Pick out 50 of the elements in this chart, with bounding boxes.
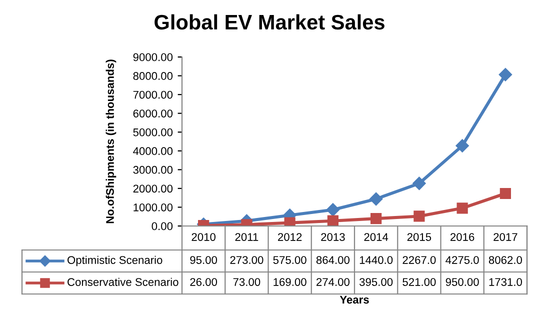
x-tick-label: 2013 [321, 233, 345, 241]
data-label: 95.00 [190, 256, 218, 264]
chart-title: Global EV Market Sales [154, 14, 384, 30]
x-tick-label: 2011 [235, 233, 258, 241]
data-label: 575.00 [273, 256, 306, 264]
y-tick-label: 5000.00 [133, 128, 173, 136]
data-label: 26.00 [190, 278, 218, 286]
x-tick-label: 2012 [278, 233, 302, 241]
point [500, 188, 511, 200]
data-label: 1440.0 [360, 256, 393, 264]
point [326, 203, 340, 216]
x-tick-label: 2010 [192, 233, 216, 241]
x-tick-label: 2014 [364, 233, 388, 241]
point [456, 139, 469, 152]
point [414, 210, 425, 222]
point [369, 192, 383, 206]
data-label: 950.00 [446, 278, 479, 286]
data-label: 73.00 [233, 278, 260, 286]
y-tick-label: 6000.00 [133, 110, 173, 118]
data-label: 521.00 [402, 278, 436, 286]
legend-label: Optimistic Scenario [68, 256, 162, 266]
y-tick-label: 4000.00 [133, 147, 173, 156]
y-tick-label: 0.00 [152, 222, 173, 230]
x-tick-label: 2017 [494, 233, 518, 241]
data-label: 864.00 [316, 256, 350, 264]
x-axis-title: Years [340, 296, 369, 304]
y-tick-label: 8000.00 [133, 72, 173, 80]
data-label: 1731.0 [489, 278, 522, 286]
data-label: 4275.0 [446, 256, 479, 264]
point [498, 68, 512, 82]
point [370, 213, 382, 224]
point [412, 176, 426, 190]
x-tick-label: 2015 [407, 233, 432, 241]
y-tick-label: 2000.00 [133, 184, 173, 193]
y-tick-label: 9000.00 [133, 53, 173, 62]
y-tick-label: 7000.00 [133, 90, 173, 99]
data-label: 2267.0 [402, 256, 436, 264]
y-axis-title: No.ofShipments (in thousands) [106, 60, 116, 224]
point [327, 215, 338, 226]
data-label: 274.00 [316, 278, 350, 286]
x-tick-label: 2016 [450, 233, 474, 241]
point [284, 217, 296, 226]
data-label: 8062.0 [488, 256, 522, 264]
legend-label: Conservative Scenario [68, 278, 178, 286]
y-tick-label: 3000.00 [133, 166, 173, 174]
point [456, 202, 468, 214]
y-tick-label: 1000.00 [134, 203, 173, 212]
data-label: 169.00 [274, 278, 306, 286]
data-label: 395.00 [359, 278, 393, 286]
data-label: 273.00 [230, 256, 264, 264]
